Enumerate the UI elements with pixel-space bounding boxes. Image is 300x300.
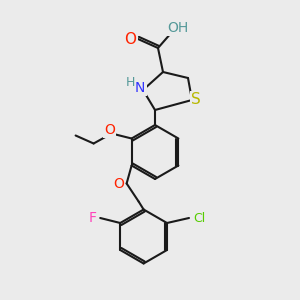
Text: H: H <box>125 76 135 88</box>
Text: OH: OH <box>167 21 189 35</box>
Text: O: O <box>113 176 124 190</box>
Text: Cl: Cl <box>193 212 205 224</box>
Text: F: F <box>88 211 96 225</box>
Text: N: N <box>135 81 145 95</box>
Text: S: S <box>191 92 201 107</box>
Text: O: O <box>104 122 115 136</box>
Text: O: O <box>124 32 136 46</box>
